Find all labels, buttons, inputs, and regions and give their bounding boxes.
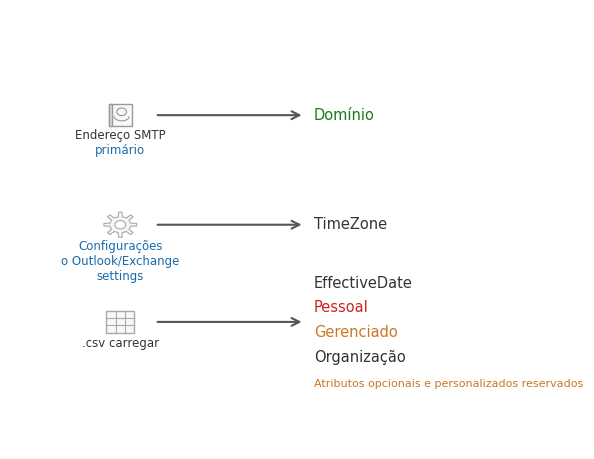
Text: Configurações: Configurações xyxy=(78,241,163,253)
Text: settings: settings xyxy=(97,270,144,283)
Text: .csv carregar: .csv carregar xyxy=(82,337,159,350)
Text: o Outlook/Exchange: o Outlook/Exchange xyxy=(61,255,179,268)
Circle shape xyxy=(117,108,127,116)
Text: Gerenciado: Gerenciado xyxy=(314,325,397,340)
Text: EffectiveDate: EffectiveDate xyxy=(314,275,412,291)
FancyBboxPatch shape xyxy=(106,311,134,332)
FancyBboxPatch shape xyxy=(109,104,132,126)
Text: Endereço SMTP: Endereço SMTP xyxy=(75,129,166,142)
Text: Domínio: Domínio xyxy=(314,108,374,123)
Text: Organização: Organização xyxy=(314,350,405,365)
Polygon shape xyxy=(104,212,137,237)
Text: Atributos opcionais e personalizados reservados: Atributos opcionais e personalizados res… xyxy=(314,380,583,390)
Text: primário: primário xyxy=(95,144,146,157)
FancyBboxPatch shape xyxy=(109,104,112,126)
Text: TimeZone: TimeZone xyxy=(314,217,387,232)
Circle shape xyxy=(115,221,126,229)
Text: Pessoal: Pessoal xyxy=(314,300,368,315)
